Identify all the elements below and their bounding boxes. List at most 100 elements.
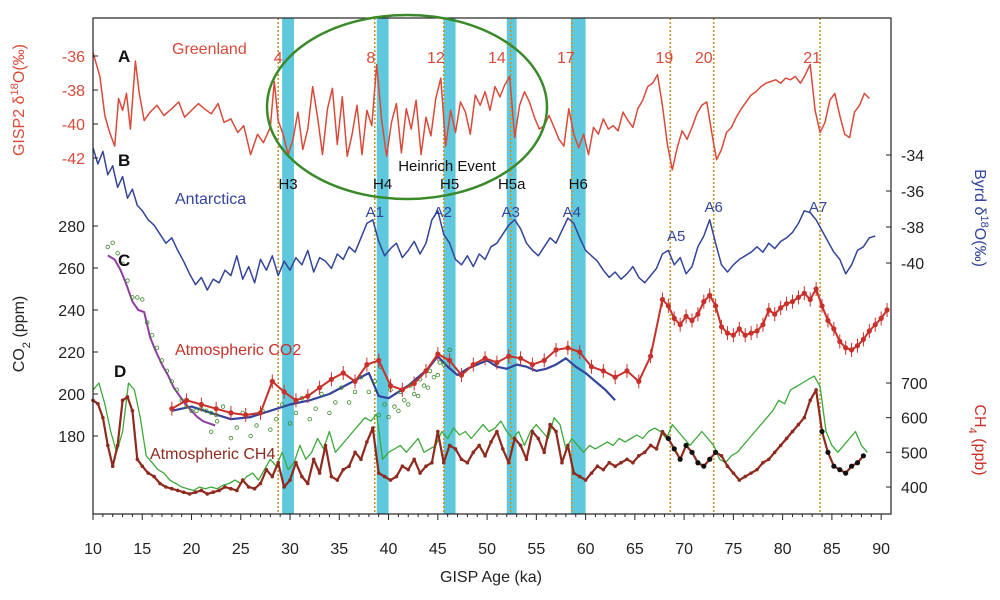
co2-axis-title: CO2 (ppm) [11, 296, 33, 372]
co2-point [807, 296, 813, 303]
co2-point [482, 355, 488, 361]
co2-dot [149, 333, 155, 338]
ch4-point [335, 478, 340, 482]
co2-point [701, 299, 707, 305]
y-tick-label: -36 [901, 184, 924, 201]
ch4-point [317, 471, 322, 475]
x-tick-label: 20 [183, 541, 201, 558]
co2-dot [140, 297, 145, 302]
axes: -36 -38 -40 -42 -34 -36 -38 -40 280 260 240 220 200 1… [9, 44, 990, 558]
interstadial-label: 20 [695, 50, 713, 67]
ch4-point [843, 470, 849, 476]
ch4-point [370, 426, 375, 430]
ch4-point [542, 450, 547, 455]
ch4-point [819, 428, 825, 435]
ch4-point [471, 450, 476, 455]
ch4-point [430, 460, 434, 465]
co2-dot [194, 408, 199, 413]
ch4-green-line [92, 375, 868, 492]
interstadial-label: 14 [488, 50, 506, 67]
heinrich-band-h6 [570, 18, 586, 514]
y-tick-label: 500 [901, 445, 928, 462]
ch4-point [761, 460, 765, 465]
antarctic-label: A7 [809, 199, 827, 216]
heinrich-band-h5 [443, 18, 456, 514]
ch4-point [365, 440, 369, 444]
x-tick-label: 55 [527, 541, 545, 558]
co2-point [183, 397, 190, 403]
co2-dot [234, 425, 240, 430]
ch4-point [619, 460, 623, 465]
co2-dot [339, 385, 344, 390]
co2-point [228, 410, 234, 416]
co2-point [328, 376, 335, 382]
ch4-point [246, 485, 251, 489]
panel-letter-b: B [118, 151, 130, 170]
co2-point [848, 347, 855, 353]
co2-point [677, 322, 683, 328]
ch4-point [235, 488, 239, 493]
co2-point [724, 330, 731, 336]
ch4-point [854, 460, 861, 466]
co2-point [825, 317, 831, 324]
ch4-point [784, 436, 789, 441]
co2-dot [204, 408, 209, 413]
ch4-point [205, 492, 210, 496]
heinrich-band-h4 [376, 18, 389, 514]
co2-point [169, 406, 175, 412]
antarctic-label: A4 [563, 204, 581, 221]
ch4-point [453, 447, 458, 451]
co2-point [766, 307, 772, 313]
ch4-point [518, 443, 523, 448]
co2-point [600, 368, 606, 374]
ch4-point [406, 467, 411, 472]
ch4-point [489, 440, 493, 444]
co2-point [860, 336, 867, 342]
ch4-point [790, 429, 795, 434]
heinrich-label-h6: H6 [569, 176, 588, 193]
ch4-point [459, 457, 464, 462]
co2-dot [268, 427, 273, 432]
y-tick-label: -38 [62, 83, 85, 100]
ch4-point [276, 460, 281, 465]
co2-point [565, 345, 571, 351]
ch4-point [270, 474, 275, 479]
co2-dot [406, 402, 411, 407]
co2-point [854, 343, 861, 349]
annotation-labels: H3 H4 H5 H5a H6 A Greenland B Antarctica C Atmosph… [114, 41, 827, 463]
panel-name-c: Atmospheric CO2 [175, 342, 301, 359]
co2-point [529, 362, 535, 368]
antarctic-label: A6 [704, 199, 722, 216]
co2-point [470, 362, 476, 368]
antarctic-label: A3 [502, 204, 520, 221]
ch4-point [388, 478, 393, 482]
co2-dot [115, 251, 120, 256]
y-tick-label: 180 [58, 429, 85, 446]
ch4-point [305, 481, 310, 486]
co2-point [435, 351, 441, 357]
ch4-point [625, 457, 629, 462]
ch4-point [323, 443, 328, 448]
co2-point [243, 412, 249, 418]
ch4-point [359, 457, 363, 462]
co2-point [872, 322, 878, 328]
x-tick-label: 65 [626, 541, 644, 558]
co2-point [352, 378, 358, 384]
co2-dot [307, 417, 312, 422]
ch4-point [264, 467, 269, 472]
x-tick-label: 35 [330, 541, 348, 558]
ch4-point [767, 457, 771, 462]
x-tick-label: 25 [232, 541, 250, 558]
co2-dot [154, 345, 160, 350]
x-tick-label: 40 [380, 541, 398, 558]
ch4-point [376, 471, 381, 475]
ch4-point [465, 460, 470, 465]
co2-point [553, 347, 559, 353]
interstadial-label: 17 [557, 50, 575, 67]
co2-point [198, 401, 204, 408]
y-tick-label: -36 [62, 49, 85, 66]
co2-dot [164, 368, 170, 374]
co2-point [789, 299, 796, 305]
co2-dot [346, 400, 352, 405]
co2-point [447, 357, 453, 363]
